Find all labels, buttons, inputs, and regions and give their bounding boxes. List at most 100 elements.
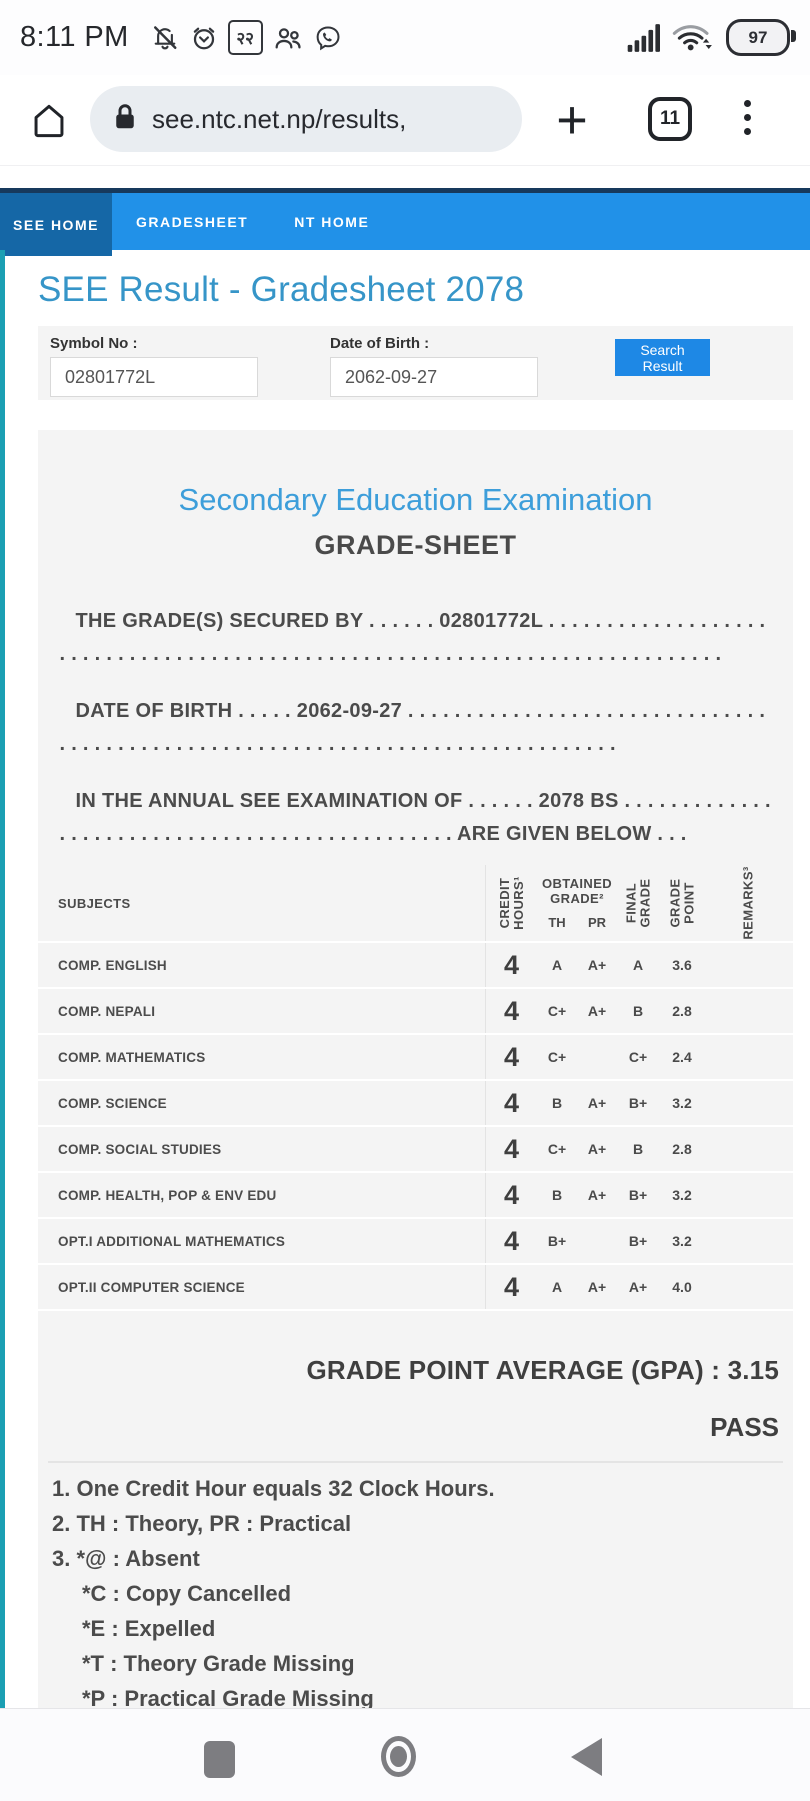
grade-point-cell: 3.2 — [672, 1187, 692, 1203]
grade-point-cell: 4.0 — [672, 1279, 692, 1295]
status-bar: 8:11 PM २२ — [0, 0, 810, 75]
home-circle-icon[interactable] — [381, 1736, 416, 1777]
grade-point-cell: 2.8 — [672, 1003, 692, 1019]
final-grade-cell: B — [632, 1003, 644, 1019]
practical-grade-cell: A+ — [587, 1095, 607, 1111]
final-grade-cell: C+ — [628, 1049, 648, 1065]
exam-year-line: IN THE ANNUAL SEE EXAMINATION OF . . . .… — [59, 790, 771, 845]
nav-tab-gradesheet[interactable]: GRADESHEET — [136, 213, 249, 230]
browser-toolbar: see.ntc.net.np/results, + 11 — [0, 75, 810, 166]
clock-text: 8:11 PM — [20, 21, 129, 53]
footnote-item: *E : Expelled — [82, 1616, 216, 1641]
final-grade-cell: B — [632, 1141, 644, 1157]
wifi-icon — [672, 22, 714, 54]
subject-cell: COMP. SOCIAL STUDIES — [58, 1141, 222, 1157]
table-row: COMP. NEPALI 4 C+ A+ B 2.8 — [38, 989, 793, 1035]
header-remarks: REMARKS³ — [705, 865, 793, 941]
viber-icon — [313, 23, 343, 53]
practical-grade-cell — [577, 1035, 617, 1079]
remarks-cell — [705, 1173, 793, 1217]
dob-label: Date of Birth : — [330, 335, 430, 352]
table-row: COMP. SCIENCE 4 B A+ B+ 3.2 — [38, 1081, 793, 1127]
table-row: OPT.II COMPUTER SCIENCE 4 A A+ A+ 4.0 — [38, 1265, 793, 1311]
site-nav-tabs: SEE HOME GRADESHEET NT HOME — [0, 193, 810, 256]
exam-title: Secondary Education Examination — [178, 482, 653, 517]
practical-grade-cell — [577, 1219, 617, 1263]
remarks-cell — [705, 943, 793, 987]
url-bar[interactable]: see.ntc.net.np/results, — [90, 86, 522, 152]
battery-percent: 97 — [748, 27, 768, 47]
nav-tab-nt-home[interactable]: NT HOME — [294, 213, 370, 230]
theory-grade-cell: A — [551, 957, 563, 973]
subject-cell: COMP. HEALTH, POP & ENV EDU — [58, 1187, 277, 1203]
table-body: COMP. ENGLISH 4 A A+ A 3.6 COMP. NEPALI … — [38, 943, 793, 1311]
footnote-item: *P : Practical Grade Missing — [82, 1686, 374, 1711]
footnote-item: 2. TH : Theory, PR : Practical — [52, 1511, 352, 1536]
final-grade-cell: B+ — [628, 1095, 648, 1111]
tab-counter[interactable]: 11 — [648, 97, 692, 141]
signal-icon — [627, 23, 663, 53]
header-final-grade: FINAL GRADE — [617, 865, 659, 941]
final-grade-label: FINAL GRADE — [623, 878, 653, 928]
nepali-numeral-badge: २२ — [227, 20, 263, 55]
table-row: COMP. SOCIAL STUDIES 4 C+ A+ B 2.8 — [38, 1127, 793, 1173]
subject-cell: OPT.I ADDITIONAL MATHEMATICS — [58, 1233, 286, 1249]
theory-grade-cell: B — [551, 1095, 563, 1111]
final-grade-cell: B+ — [628, 1233, 648, 1249]
search-panel: Symbol No : Date of Birth : Search Resul… — [38, 326, 793, 400]
subject-cell: COMP. MATHEMATICS — [58, 1049, 206, 1065]
back-triangle-icon[interactable] — [571, 1738, 602, 1776]
final-grade-cell: A+ — [628, 1279, 648, 1295]
header-grade-point: GRADE POINT — [659, 865, 705, 941]
symbol-no-input[interactable] — [50, 357, 258, 397]
practical-grade-cell: A+ — [587, 1279, 607, 1295]
home-icon[interactable] — [28, 99, 70, 146]
table-row: OPT.I ADDITIONAL MATHEMATICS 4 B+ B+ 3.2 — [38, 1219, 793, 1265]
theory-grade-cell: C+ — [547, 1049, 567, 1065]
credit-hours-cell: 4 — [485, 943, 537, 987]
table-header-row: SUBJECTS CREDIT HOURS¹ OBTAINED GRADE² T… — [38, 865, 793, 943]
th-pr-subheader: TH PR — [537, 915, 617, 930]
credit-hours-label: CREDIT HOURS¹ — [496, 876, 526, 930]
credit-hours-cell: 4 — [485, 1081, 537, 1125]
sheet-title: GRADE-SHEET — [314, 530, 517, 560]
grade-point-cell: 2.8 — [672, 1141, 692, 1157]
header-obtained-grade: OBTAINED GRADE² TH PR — [537, 865, 617, 941]
alarm-clock-icon — [189, 23, 219, 53]
date-of-birth-line: DATE OF BIRTH . . . . . 2062-09-27 . . .… — [59, 700, 766, 755]
credit-hours-cell: 4 — [485, 989, 537, 1033]
page-accent-stripe — [0, 250, 5, 1708]
subject-cell: OPT.II COMPUTER SCIENCE — [58, 1279, 245, 1295]
table-row: COMP. MATHEMATICS 4 C+ C+ 2.4 — [38, 1035, 793, 1081]
theory-grade-cell: B — [551, 1187, 563, 1203]
remarks-cell — [705, 989, 793, 1033]
home-circle-dot — [390, 1746, 407, 1767]
lock-icon — [112, 102, 138, 137]
new-tab-plus-icon[interactable]: + — [556, 90, 588, 150]
th-label: TH — [548, 915, 566, 930]
credit-hours-cell: 4 — [485, 1035, 537, 1079]
grade-point-cell: 3.6 — [672, 957, 692, 973]
obtained-grade-label: OBTAINED GRADE² — [541, 876, 613, 906]
footnote-item: *C : Copy Cancelled — [82, 1581, 292, 1606]
remarks-cell — [705, 1127, 793, 1171]
remarks-cell — [705, 1219, 793, 1263]
muted-bell-icon — [150, 23, 180, 53]
nav-tab-see-home[interactable]: SEE HOME — [0, 193, 112, 256]
footnote-item: *T : Theory Grade Missing — [82, 1651, 355, 1676]
grade-point-cell: 3.2 — [672, 1095, 692, 1111]
header-credit-hours: CREDIT HOURS¹ — [485, 865, 537, 941]
theory-grade-cell: A — [551, 1279, 563, 1295]
practical-grade-cell: A+ — [587, 1187, 607, 1203]
footnote-item: 1. One Credit Hour equals 32 Clock Hours… — [52, 1476, 495, 1501]
menu-kebab-icon[interactable] — [744, 100, 751, 135]
header-subjects: SUBJECTS — [58, 895, 131, 911]
recents-square-icon[interactable] — [204, 1741, 235, 1778]
credit-hours-cell: 4 — [485, 1265, 537, 1309]
footnote-divider — [48, 1461, 783, 1463]
theory-grade-cell: B+ — [547, 1233, 567, 1249]
dob-input[interactable] — [330, 357, 538, 397]
search-result-button[interactable]: Search Result — [615, 339, 710, 376]
battery-indicator: 97 — [726, 19, 796, 56]
symbol-no-label: Symbol No : — [50, 335, 138, 352]
